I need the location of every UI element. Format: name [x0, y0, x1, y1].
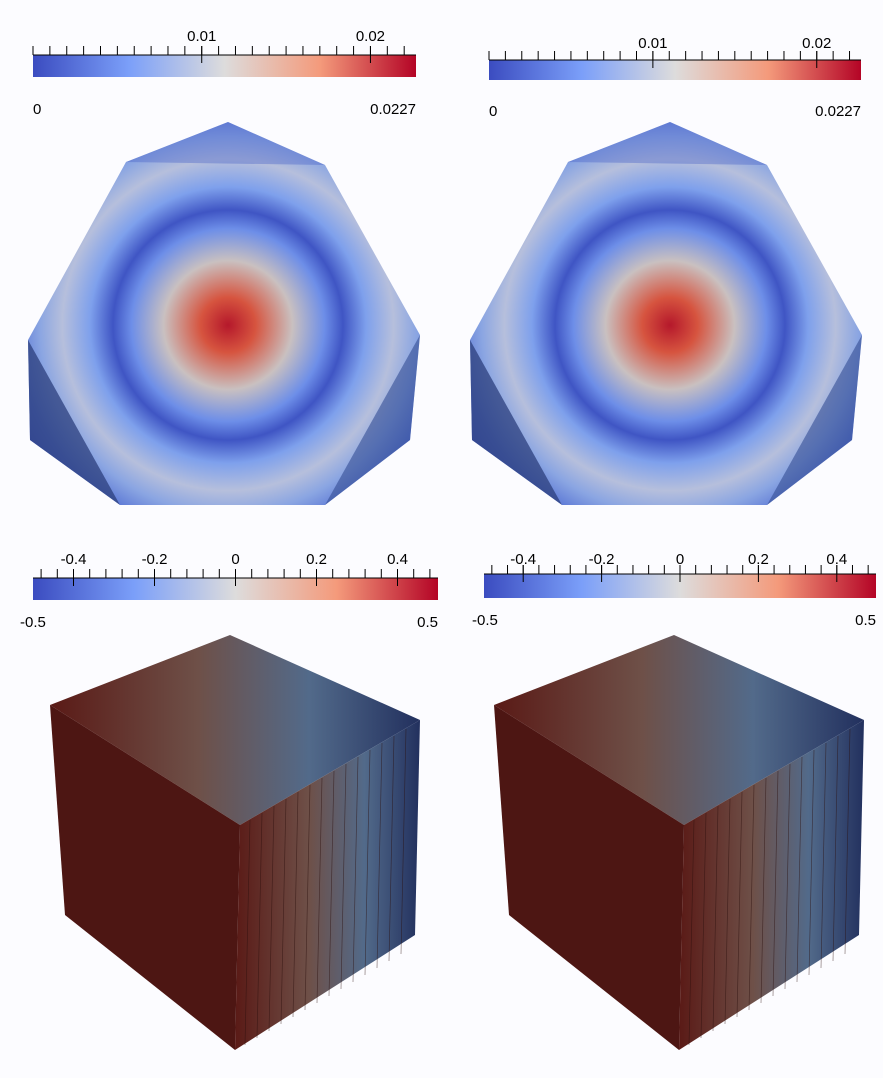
range-min-label: -0.5	[20, 614, 46, 631]
colorbar	[33, 55, 416, 77]
tick-label: -0.2	[142, 551, 168, 568]
range-max-label: 0.5	[855, 612, 876, 629]
tick-label: 0	[231, 551, 239, 568]
tick-label: 0.01	[638, 35, 667, 52]
tick-label: -0.2	[589, 551, 615, 568]
tick-label: 0.4	[387, 551, 408, 568]
tick-label: -0.4	[61, 551, 87, 568]
colorbar	[33, 578, 438, 600]
range-min-label: 0	[33, 101, 41, 118]
tick-label: 0.2	[306, 551, 327, 568]
tick-label: -0.4	[510, 551, 536, 568]
range-min-label: 0	[489, 103, 497, 120]
tick-label: 0	[676, 551, 684, 568]
tick-label: 0.02	[356, 28, 385, 45]
tick-label: 0.02	[802, 35, 831, 52]
colorbars: 0.01 0.02 0 0.0227 0.01 0.02 0 0.0227 -0.4 -0.2 0 0…	[20, 28, 876, 631]
colorbar	[489, 60, 861, 80]
tick-label: 0.2	[748, 551, 769, 568]
tick-label: 0.4	[826, 551, 847, 568]
range-max-label: 0.0227	[370, 101, 416, 118]
range-max-label: 0.5	[417, 614, 438, 631]
tick-label: 0.01	[187, 28, 216, 45]
range-min-label: -0.5	[472, 612, 498, 629]
range-max-label: 0.0227	[815, 103, 861, 120]
